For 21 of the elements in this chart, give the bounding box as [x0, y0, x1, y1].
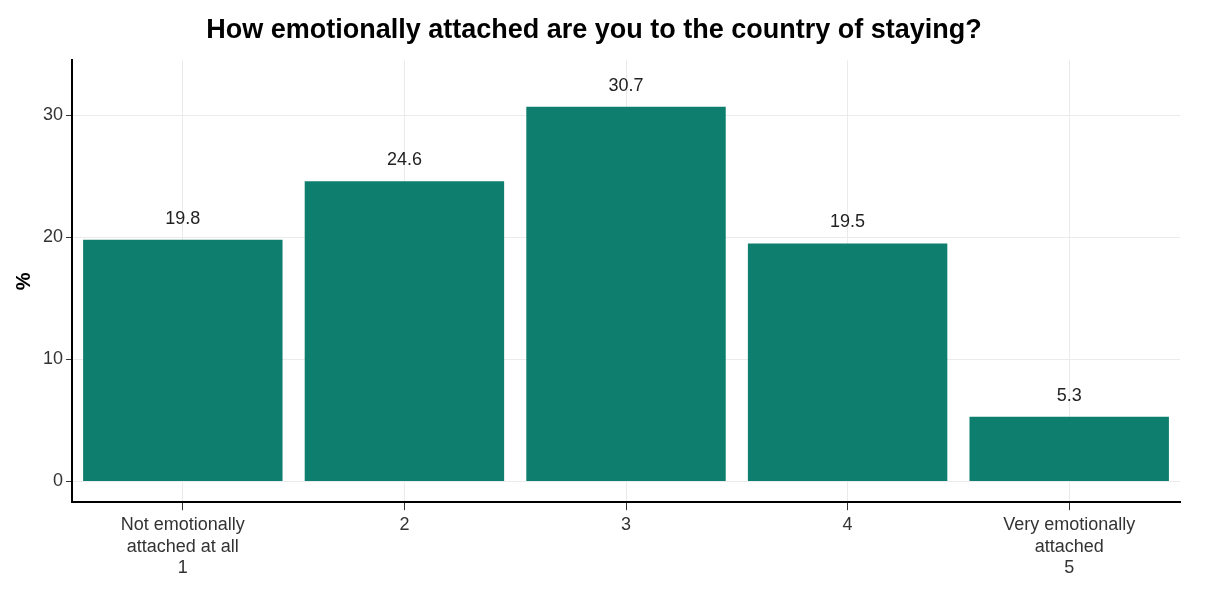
x-tick-label: 3: [621, 513, 632, 534]
chart-title: How emotionally attached are you to the country of staying?: [206, 13, 982, 44]
bar: [526, 106, 726, 481]
bar: [969, 416, 1169, 481]
x-tick-label: Not emotionally attached at all 1: [120, 513, 245, 578]
x-tick-label: 4: [842, 513, 853, 534]
bar: [304, 181, 505, 481]
x-tick-label: 2: [399, 513, 410, 534]
data-label: 30.7: [608, 74, 644, 95]
data-label: 5.3: [1056, 384, 1082, 405]
bar: [747, 243, 948, 481]
bar: [83, 239, 283, 481]
y-tick-label: 30: [42, 104, 64, 125]
x-tick-label: Very emotionally attached 5: [1003, 513, 1136, 578]
y-tick-label: 10: [42, 348, 64, 369]
y-axis-title: %: [11, 272, 34, 291]
y-tick-label: 20: [42, 226, 64, 247]
data-label: 19.5: [830, 211, 866, 232]
data-label: 24.6: [386, 149, 422, 170]
data-label: 19.8: [165, 207, 201, 228]
y-tick-label: 0: [53, 470, 64, 491]
